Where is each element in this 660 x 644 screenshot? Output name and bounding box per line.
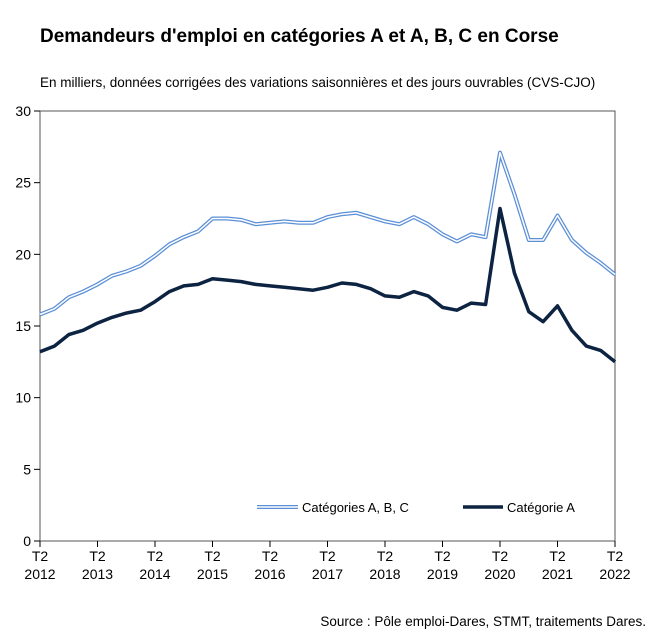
x-tick-year-label: 2015 <box>197 566 228 582</box>
y-tick-label: 30 <box>15 103 31 119</box>
chart-title: Demandeurs d'emploi en catégories A et A… <box>40 26 559 47</box>
x-tick-quarter-label: T2 <box>377 548 394 564</box>
x-tick-quarter-label: T2 <box>204 548 221 564</box>
x-tick-year-label: 2016 <box>254 566 285 582</box>
x-tick-quarter-label: T2 <box>89 548 106 564</box>
plot-area-border <box>39 110 616 542</box>
y-tick-label: 0 <box>23 533 31 549</box>
legend-label-a: Catégorie A <box>507 500 575 515</box>
x-tick-year-label: 2013 <box>82 566 113 582</box>
series-a-line <box>39 206 617 364</box>
series-abc-line-outer <box>39 150 617 317</box>
y-tick-label: 25 <box>15 175 31 191</box>
x-tick-quarter-label: T2 <box>147 548 164 564</box>
x-tick-year-label: 2014 <box>139 566 170 582</box>
chart-subtitle: En milliers, données corrigées des varia… <box>40 75 596 90</box>
x-tick-year-label: 2017 <box>312 566 343 582</box>
x-tick-quarter-label: T2 <box>492 548 509 564</box>
x-tick-quarter-label: T2 <box>262 548 279 564</box>
chart-source: Source : Pôle emploi-Dares, STMT, traite… <box>320 614 646 629</box>
x-tick-year-label: 2022 <box>599 566 630 582</box>
x-tick-year-label: 2020 <box>484 566 515 582</box>
x-tick-year-label: 2019 <box>427 566 458 582</box>
y-tick-label: 10 <box>15 390 31 406</box>
series-a <box>39 206 617 364</box>
series-abc-line-inner <box>39 151 616 316</box>
x-tick-quarter-label: T2 <box>319 548 336 564</box>
x-tick-year-label: 2012 <box>24 566 55 582</box>
series-abc <box>39 150 617 317</box>
x-tick-quarter-label: T2 <box>607 548 624 564</box>
legend-label-abc: Catégories A, B, C <box>302 500 409 515</box>
x-tick-year-label: 2021 <box>542 566 573 582</box>
y-tick-label: 15 <box>15 318 31 334</box>
x-tick-quarter-label: T2 <box>434 548 451 564</box>
y-tick-label: 20 <box>15 246 31 262</box>
x-tick-year-label: 2018 <box>369 566 400 582</box>
y-tick-label: 5 <box>23 461 31 477</box>
x-tick-quarter-label: T2 <box>32 548 49 564</box>
x-tick-quarter-label: T2 <box>549 548 566 564</box>
